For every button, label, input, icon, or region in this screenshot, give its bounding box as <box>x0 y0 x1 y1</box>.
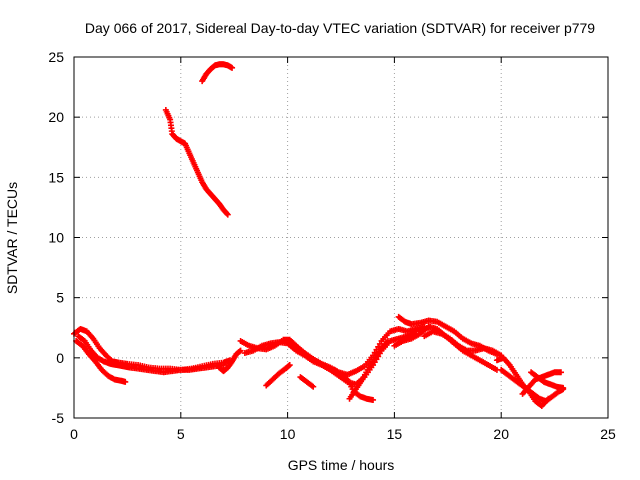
x-tick-label: 10 <box>280 426 296 442</box>
x-tick-label: 15 <box>387 426 403 442</box>
series-track-hump-15 <box>395 313 500 358</box>
data-point <box>220 362 227 369</box>
y-tick-label: 0 <box>56 350 64 366</box>
data-point <box>384 337 391 344</box>
chart-title: Day 066 of 2017, Sidereal Day-to-day VTE… <box>85 20 595 36</box>
y-axis-label: SDTVAR / TECUs <box>4 182 20 294</box>
data-point <box>310 383 317 390</box>
series-track-high-descending <box>162 106 231 218</box>
tick-labels: 0 5 10 15 20 25 -5 0 5 10 15 20 25 <box>48 49 616 442</box>
data-point <box>370 396 377 403</box>
series-track-tail-21b <box>528 369 567 391</box>
x-tick-label: 0 <box>70 426 78 442</box>
data-point <box>237 347 244 354</box>
series-track-rise-13 <box>346 337 391 402</box>
series-track-mid-9 <box>237 323 428 378</box>
x-tick-label: 5 <box>177 426 185 442</box>
data-point <box>122 378 129 385</box>
series-track-short-11 <box>297 374 317 390</box>
data-point <box>286 362 293 369</box>
y-tick-label: 10 <box>48 230 64 246</box>
series-track-short-9 <box>263 362 293 389</box>
y-tick-label: -5 <box>52 410 65 426</box>
y-tick-label: 15 <box>48 169 64 185</box>
series-track-mid-9b <box>241 324 432 388</box>
y-tick-label: 25 <box>48 49 64 65</box>
x-tick-label: 20 <box>493 426 509 442</box>
data-point <box>560 384 567 391</box>
data-point <box>223 210 230 217</box>
series-track-hump-15c <box>421 328 505 359</box>
series-track-top-arc <box>199 61 236 85</box>
data-point <box>545 395 552 402</box>
grid <box>74 57 608 418</box>
series-track-tail-20b <box>493 354 552 409</box>
y-tick-label: 5 <box>56 290 64 306</box>
x-tick-label: 25 <box>600 426 616 442</box>
y-tick-label: 20 <box>48 109 64 125</box>
series-track-lower-low <box>73 337 129 385</box>
data-point <box>224 211 231 218</box>
data-point <box>229 64 236 71</box>
data-points <box>71 61 567 409</box>
x-axis-label: GPS time / hours <box>288 457 395 473</box>
axis-ticks <box>73 56 609 419</box>
series-track-mid-left <box>75 333 227 376</box>
series-track-dip-7 <box>216 347 244 375</box>
data-point <box>558 369 565 376</box>
